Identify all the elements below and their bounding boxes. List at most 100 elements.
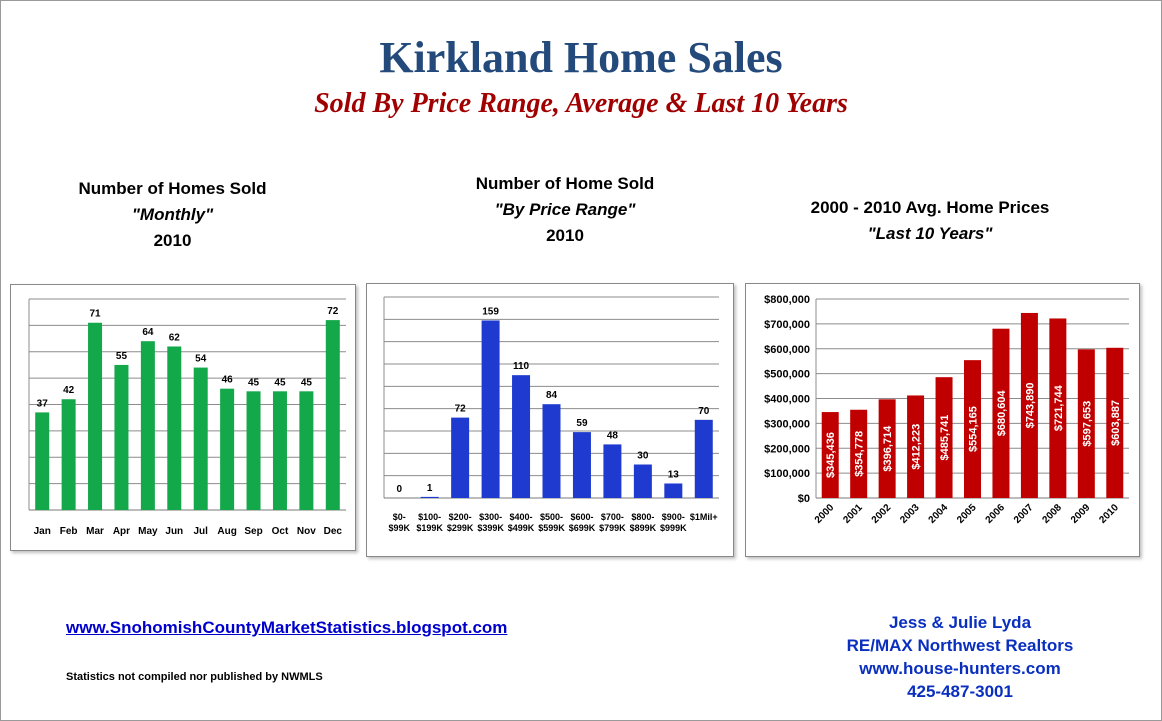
y-tick-label: $200,000	[764, 443, 810, 455]
x-tick-label: $299K	[447, 523, 474, 533]
x-tick-label: $800-	[631, 512, 654, 522]
x-tick-label: 2004	[927, 502, 951, 526]
y-tick-label: $500,000	[764, 369, 810, 381]
x-tick-label: $200-	[449, 512, 472, 522]
data-label: $354,778	[854, 431, 866, 477]
x-tick-label: $499K	[508, 523, 535, 533]
x-tick-label: Oct	[272, 526, 289, 537]
price-range-title-line2: "By Price Range"	[494, 200, 636, 219]
page-subtitle: Sold By Price Range, Average & Last 10 Y…	[314, 88, 848, 119]
x-tick-label: $1Mil+	[690, 512, 718, 522]
monthly-chart-svg: 37 Jan 42 Feb 71 Mar 55 Apr 64 May 62 Jun 54 Jul 46 Aug…	[28, 298, 346, 537]
data-label: $412,223	[911, 424, 923, 470]
monthly-chart: 37 Jan 42 Feb 71 Mar 55 Apr 64 May 62 Jun 54 Jul 46 Aug…	[10, 284, 356, 551]
contact-company: RE/MAX Northwest Realtors	[846, 636, 1074, 655]
price-range-title-line3: 2010	[546, 226, 584, 245]
x-tick-label: Dec	[324, 526, 343, 537]
monthly-title-line1: Number of Homes Sold	[78, 179, 267, 198]
monthly-chart-title: Number of Homes Sold "Monthly" 2010	[40, 176, 305, 254]
data-label: $743,890	[1024, 383, 1036, 429]
bar	[1049, 318, 1067, 498]
data-label: 48	[607, 430, 619, 441]
x-tick-label: 2005	[955, 502, 979, 526]
price-range-chart: 0 $0- $99K 1 $100- $199K 72 $200- $299K 159 $300- $…	[366, 283, 734, 557]
data-label: 42	[63, 385, 75, 396]
data-label: 64	[142, 327, 154, 338]
data-label: 72	[327, 306, 339, 317]
x-tick-label: 2009	[1069, 502, 1093, 526]
contact-website[interactable]: www.house-hunters.com	[859, 659, 1061, 678]
y-tick-label: $100,000	[764, 468, 810, 480]
x-tick-label: $400-	[510, 512, 533, 522]
x-tick-label: Jul	[193, 526, 208, 537]
data-label: 45	[248, 377, 260, 388]
x-tick-label: $199K	[416, 523, 443, 533]
data-label: $721,744	[1053, 384, 1065, 431]
x-tick-label: Apr	[113, 526, 130, 537]
data-label: $485,741	[939, 415, 951, 461]
x-tick-label: $799K	[599, 523, 626, 533]
x-tick-label: 2010	[1097, 502, 1121, 526]
bar	[451, 417, 470, 498]
bar	[821, 412, 839, 498]
data-label: 13	[668, 469, 680, 480]
data-label: 84	[546, 390, 558, 401]
x-tick-label: $599K	[538, 523, 565, 533]
x-tick-label: $899K	[630, 523, 657, 533]
bar	[1106, 347, 1124, 498]
bar	[167, 346, 182, 510]
bar	[603, 444, 622, 498]
x-tick-label: $900-	[662, 512, 685, 522]
y-tick-label: $800,000	[764, 294, 810, 306]
data-label: 0	[396, 484, 402, 495]
bar	[964, 360, 981, 498]
avg-price-chart: $0 $100,000 $200,000 $300,000 $400,000 $500,0…	[745, 283, 1140, 557]
data-label: 71	[89, 309, 101, 320]
bar	[193, 367, 208, 510]
blog-link[interactable]: www.SnohomishCountyMarketStatistics.blog…	[66, 618, 508, 637]
avg-price-chart-svg: $0 $100,000 $200,000 $300,000 $400,000 $500,0…	[764, 294, 1129, 526]
y-tick-label: $0	[798, 493, 810, 505]
bar	[299, 391, 314, 510]
bar	[572, 432, 591, 498]
x-tick-label: Mar	[86, 526, 104, 537]
x-tick-label: $99K	[388, 523, 410, 533]
data-label: 70	[698, 406, 710, 417]
data-label: 37	[37, 398, 49, 409]
y-tick-label: $600,000	[764, 344, 810, 356]
data-label: 62	[169, 332, 181, 343]
x-tick-label: $399K	[477, 523, 504, 533]
bar	[935, 377, 953, 498]
x-tick-label: Aug	[217, 526, 236, 537]
bar	[420, 496, 439, 498]
contact-phone: 425-487-3001	[907, 682, 1013, 701]
x-tick-label: $600-	[570, 512, 593, 522]
price-range-title-line1: Number of Home Sold	[475, 174, 655, 193]
page-title: Kirkland Home Sales	[379, 33, 783, 82]
x-tick-label: 2002	[870, 502, 894, 526]
data-label: $680,604	[996, 390, 1008, 437]
x-tick-label: May	[138, 526, 158, 537]
data-label: 110	[513, 361, 530, 372]
x-tick-label: $0-	[393, 512, 406, 522]
x-tick-label: 2006	[984, 502, 1008, 526]
x-tick-label: $999K	[660, 523, 687, 533]
price-range-chart-svg: 0$0-$99K1$100-$199K72$200-$299K159$300-$…	[383, 296, 719, 533]
data-label: 45	[301, 377, 313, 388]
bar	[633, 464, 652, 498]
x-tick-label: $699K	[569, 523, 596, 533]
bar	[542, 404, 561, 498]
y-tick-label: $400,000	[764, 394, 810, 406]
bar	[1020, 312, 1038, 498]
bar	[1077, 349, 1095, 498]
bar	[35, 412, 50, 510]
data-label: $603,887	[1110, 400, 1122, 446]
price-range-chart-title: Number of Home Sold "By Price Range" 201…	[430, 171, 700, 249]
data-label: 72	[455, 404, 467, 415]
avg-price-title-line1: 2000 - 2010 Avg. Home Prices	[810, 198, 1050, 217]
x-tick-label: Jan	[34, 526, 51, 537]
contact-names: Jess & Julie Lyda	[888, 613, 1032, 632]
bar	[220, 388, 235, 510]
data-label: $345,436	[825, 432, 837, 478]
data-label: 30	[637, 451, 649, 462]
